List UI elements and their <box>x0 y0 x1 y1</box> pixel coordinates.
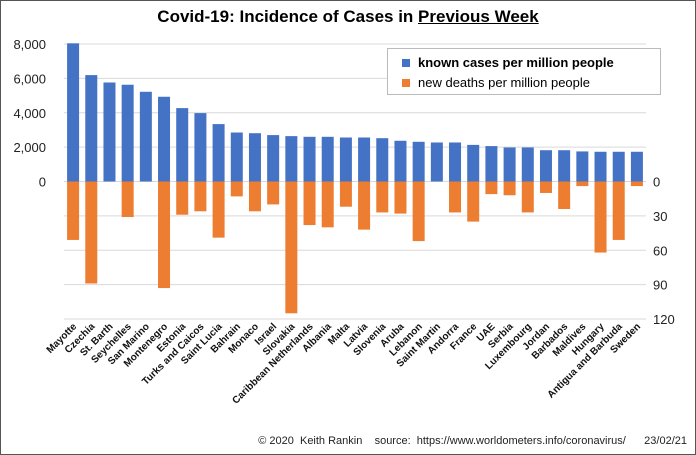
cases-bar <box>449 142 462 182</box>
deaths-bar <box>285 181 298 314</box>
cases-bar <box>376 138 389 182</box>
cases-bar <box>521 147 534 182</box>
deaths-bar <box>230 181 243 197</box>
left-axis-tick: 6,000 <box>13 71 46 86</box>
legend-swatch-deaths <box>402 78 410 87</box>
deaths-bar <box>121 181 134 218</box>
title-underlined: Previous Week <box>418 7 539 26</box>
deaths-bar <box>212 181 225 238</box>
cases-bar <box>630 151 643 182</box>
legend-item-deaths: new deaths per million people <box>402 75 590 90</box>
cases-bar <box>485 146 498 182</box>
cases-bar <box>303 136 316 182</box>
left-axis-tick: 8,000 <box>13 37 46 52</box>
left-axis-tick: 2,000 <box>13 140 46 155</box>
right-axis-tick: 60 <box>653 243 667 258</box>
title-text: Covid-19: Incidence of Cases in <box>157 7 419 26</box>
legend-label: known cases per million people <box>418 55 614 70</box>
right-axis-tick: 0 <box>653 175 660 190</box>
deaths-bar <box>539 181 552 193</box>
chart-title: Covid-19: Incidence of Cases in Previous… <box>1 7 695 27</box>
cases-bar <box>430 142 443 182</box>
legend-swatch-cases <box>402 58 410 67</box>
right-axis-tick: 90 <box>653 278 667 293</box>
legend-label: new deaths per million people <box>418 75 590 90</box>
cases-bar <box>285 136 298 182</box>
cases-bar <box>576 151 589 182</box>
cases-bar <box>612 151 625 182</box>
deaths-bar <box>449 181 462 213</box>
cases-bar <box>103 82 116 182</box>
deaths-bar <box>358 181 371 230</box>
deaths-bar <box>85 181 98 284</box>
cases-bar <box>467 144 480 182</box>
deaths-bar <box>612 181 625 240</box>
cases-bar <box>358 137 371 182</box>
cases-bar <box>321 136 334 182</box>
deaths-bar <box>485 181 498 195</box>
cases-bar <box>248 133 261 182</box>
deaths-bar <box>321 181 334 228</box>
legend-item-cases: known cases per million people <box>402 55 614 70</box>
deaths-bar <box>558 181 571 209</box>
deaths-bar <box>194 181 207 212</box>
cases-bar <box>503 147 516 182</box>
deaths-bar <box>521 181 534 213</box>
cases-bar <box>121 84 134 182</box>
cases-bar <box>558 150 571 182</box>
deaths-bar <box>158 181 171 289</box>
deaths-bar <box>339 181 352 207</box>
deaths-bar <box>576 181 589 187</box>
footer-credits: © 2020 Keith Rankin source: https://www.… <box>258 435 687 447</box>
cases-bar <box>85 75 98 182</box>
cases-bar <box>212 124 225 182</box>
deaths-bar <box>176 181 189 215</box>
cases-bar <box>339 137 352 182</box>
deaths-bar <box>467 181 480 222</box>
right-axis-tick: 120 <box>653 312 675 327</box>
cases-bar <box>176 108 189 182</box>
cases-bar <box>230 132 243 182</box>
deaths-bar <box>267 181 280 205</box>
deaths-bar <box>67 181 80 240</box>
cases-bar <box>139 91 152 182</box>
cases-bar <box>594 151 607 182</box>
deaths-bar <box>248 181 261 212</box>
cases-bar <box>412 141 425 182</box>
cases-bar <box>539 150 552 182</box>
cases-bar <box>394 140 407 182</box>
cases-bar <box>267 135 280 182</box>
cases-bar <box>67 43 80 182</box>
deaths-bar <box>303 181 316 226</box>
deaths-bar <box>412 181 425 242</box>
right-axis-tick: 30 <box>653 209 667 224</box>
deaths-bar <box>376 181 389 213</box>
deaths-bar <box>594 181 607 253</box>
left-axis-tick: 4,000 <box>13 106 46 121</box>
cases-bar <box>194 113 207 182</box>
deaths-bar <box>630 181 643 187</box>
legend: known cases per million people new death… <box>387 48 661 95</box>
deaths-bar <box>394 181 407 214</box>
cases-bar <box>158 96 171 182</box>
left-axis-tick: 0 <box>39 175 46 190</box>
deaths-bar <box>503 181 516 196</box>
